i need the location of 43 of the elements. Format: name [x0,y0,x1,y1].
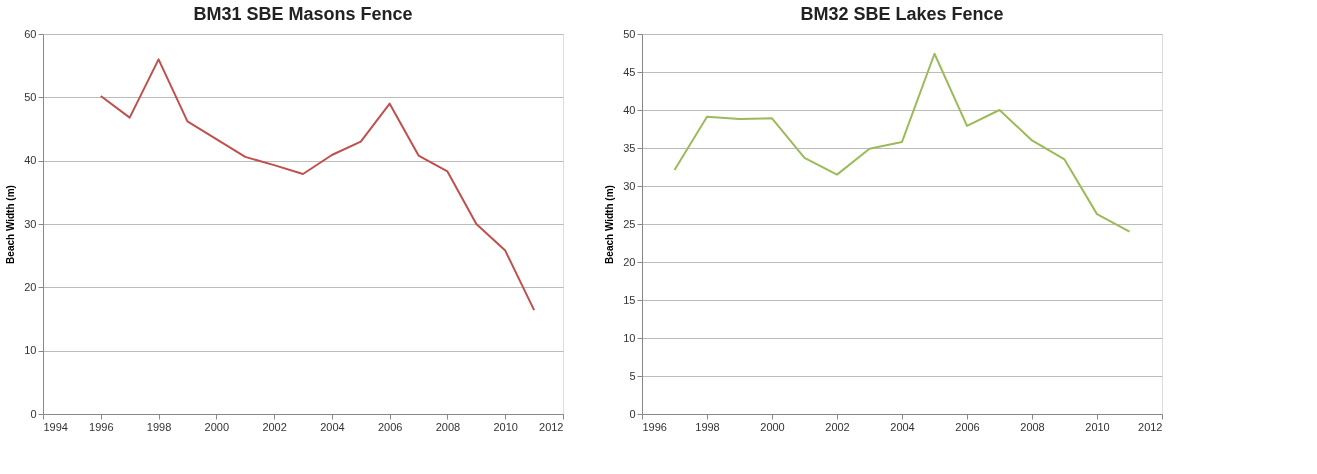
chart-title: BM31 SBE Masons Fence [193,4,413,24]
y-tick-label: 30 [24,217,37,230]
y-tick-label: 5 [629,369,636,382]
x-tick-label: 2002 [262,420,287,433]
x-tick-label: 2012 [1138,420,1163,433]
y-tick-label: 15 [623,293,636,306]
x-tick-label: 2000 [760,420,785,433]
x-tick-label: 2012 [539,420,564,433]
x-tick-label: 1998 [695,420,720,433]
x-tick-label: 2002 [825,420,850,433]
x-tick-label: 2004 [320,420,345,433]
y-tick-label: 20 [24,280,37,293]
y-tick-label: 40 [24,154,37,167]
x-tick-label: 1996 [89,420,114,433]
y-tick-label: 30 [623,179,636,192]
chart-title: BM32 SBE Lakes Fence [800,4,1004,24]
y-tick-label: 50 [623,27,636,40]
line-series [99,58,536,312]
y-tick-label: 40 [623,103,636,116]
x-tick-label: 2008 [1020,420,1045,433]
y-tick-label: 10 [24,344,37,357]
x-tick-label: 2008 [435,420,461,433]
x-tick-label: 2010 [1085,420,1110,433]
y-tick-label: 25 [623,217,636,230]
x-tick-label: 2004 [890,420,915,433]
x-tick-label: 2000 [204,420,230,433]
y-tick-label: 60 [24,27,37,40]
x-tick-label: 1998 [146,420,172,433]
x-tick-label: 2006 [955,420,980,433]
y-tick-label: 0 [30,407,37,420]
y-axis-title: Beach Width (m) [5,185,17,264]
y-axis-title: Beach Width (m) [604,185,616,264]
x-tick-label: 1994 [43,420,68,433]
line-series [673,52,1131,233]
y-tick-label: 0 [629,407,636,420]
y-tick-label: 50 [24,90,37,103]
x-tick-label: 2006 [377,420,403,433]
x-tick-label: 1996 [642,420,667,433]
y-tick-label: 10 [623,331,636,344]
y-tick-label: 45 [623,65,636,78]
y-tick-label: 20 [623,255,636,268]
x-tick-label: 2010 [493,420,518,433]
y-tick-label: 35 [623,141,636,154]
